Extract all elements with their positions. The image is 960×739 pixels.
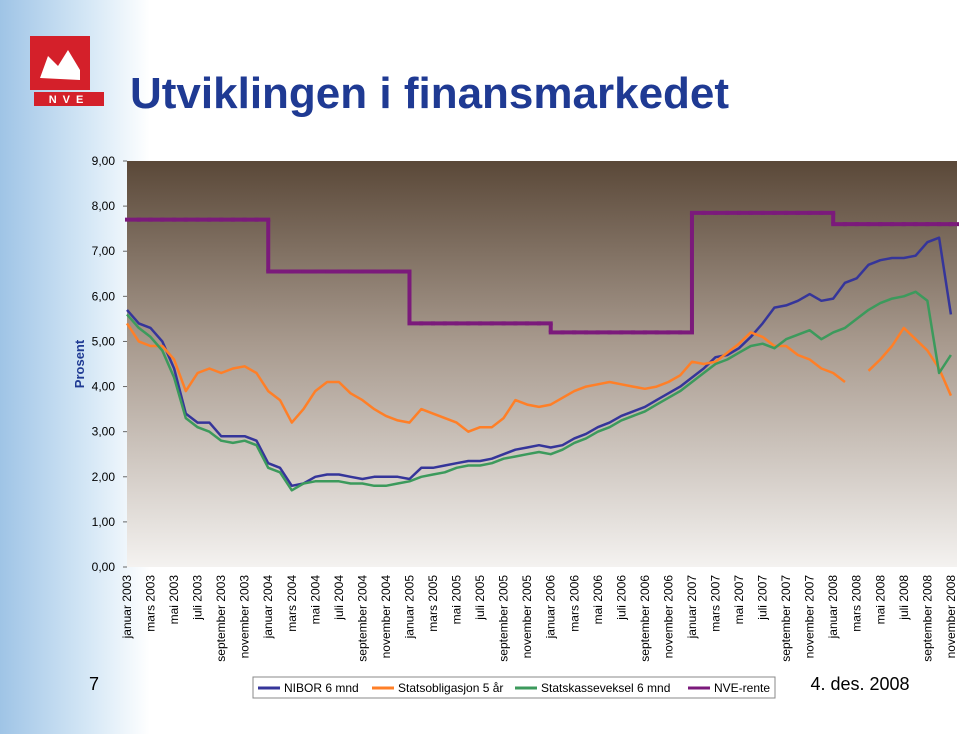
x-tick-label: mai 2008 (873, 575, 887, 625)
y-tick-label: 8,00 (92, 199, 116, 213)
x-tick-label: januar 2006 (544, 575, 558, 640)
y-tick-label: 1,00 (92, 515, 116, 529)
y-tick-label: 7,00 (92, 244, 116, 258)
x-tick-label: mars 2005 (426, 575, 440, 632)
y-axis-label: Prosent (72, 339, 87, 388)
x-tick-label: september 2004 (355, 575, 369, 662)
x-tick-label: september 2005 (497, 575, 511, 662)
x-tick-label: juli 2004 (332, 575, 346, 621)
legend (252, 676, 776, 699)
x-tick-label: januar 2003 (120, 575, 134, 640)
x-tick-label: januar 2004 (261, 575, 275, 640)
x-tick-label: mars 2007 (709, 575, 723, 632)
x-tick-label: mai 2005 (450, 575, 464, 625)
x-tick-label: mars 2003 (144, 575, 158, 632)
x-tick-label: juli 2003 (191, 575, 205, 621)
x-tick-label: september 2003 (214, 575, 228, 662)
x-tick-label: november 2008 (944, 575, 958, 659)
x-tick-label: november 2007 (803, 575, 817, 659)
logo-band (34, 92, 104, 106)
x-tick-label: november 2003 (238, 575, 252, 659)
x-tick-label: mai 2006 (591, 575, 605, 625)
y-tick-label: 6,00 (92, 289, 116, 303)
x-tick-label: januar 2008 (826, 575, 840, 640)
page-number: 7 (89, 674, 99, 694)
logo: NVE (30, 36, 104, 106)
x-tick-label: september 2007 (779, 575, 793, 662)
x-tick-label: mars 2008 (850, 575, 864, 632)
y-tick-label: 5,00 (92, 334, 116, 348)
y-tick-label: 9,00 (92, 154, 116, 168)
chart-title: Utviklingen i finansmarkedet (130, 69, 729, 118)
x-tick-label: mai 2004 (308, 575, 322, 625)
y-tick-label: 0,00 (92, 560, 116, 574)
logo-text: NVE (49, 94, 90, 106)
y-tick-label: 4,00 (92, 380, 116, 394)
plot-area (127, 161, 957, 567)
x-tick-label: mars 2006 (567, 575, 581, 632)
y-tick-label: 3,00 (92, 425, 116, 439)
legend-label: Statsobligasjon 5 år (398, 681, 503, 695)
x-tick-label: juli 2006 (614, 575, 628, 621)
x-tick-label: januar 2007 (685, 575, 699, 640)
date: 4. des. 2008 (810, 674, 909, 694)
x-tick-label: november 2006 (661, 575, 675, 659)
x-tick-label: september 2008 (920, 575, 934, 662)
x-tick-label: november 2005 (520, 575, 534, 659)
side-texture (0, 0, 150, 734)
x-tick-label: september 2006 (638, 575, 652, 662)
legend-label: NVE-rente (714, 681, 770, 695)
chart: 0,00 1,00 2,00 3,00 4,00 5,00 6,00 7,00 8,00 9,00… (92, 154, 959, 662)
x-tick-label: juli 2008 (897, 575, 911, 621)
legend-label: NIBOR 6 mnd (284, 681, 359, 695)
x-tick-label: januar 2005 (402, 575, 416, 640)
series-line (126, 290, 952, 492)
x-tick-label: juli 2005 (473, 575, 487, 621)
y-tick-label: 2,00 (92, 470, 116, 484)
series-line (126, 236, 953, 488)
x-tick-label: mars 2004 (285, 575, 299, 632)
x-tick-label: november 2004 (379, 575, 393, 659)
x-tick-label: mai 2003 (167, 575, 181, 625)
x-tick-label: juli 2007 (756, 575, 770, 621)
x-tick-label: mai 2007 (732, 575, 746, 625)
legend-label: Statskasseveksel 6 mnd (541, 681, 670, 695)
logo-figure (40, 50, 80, 80)
